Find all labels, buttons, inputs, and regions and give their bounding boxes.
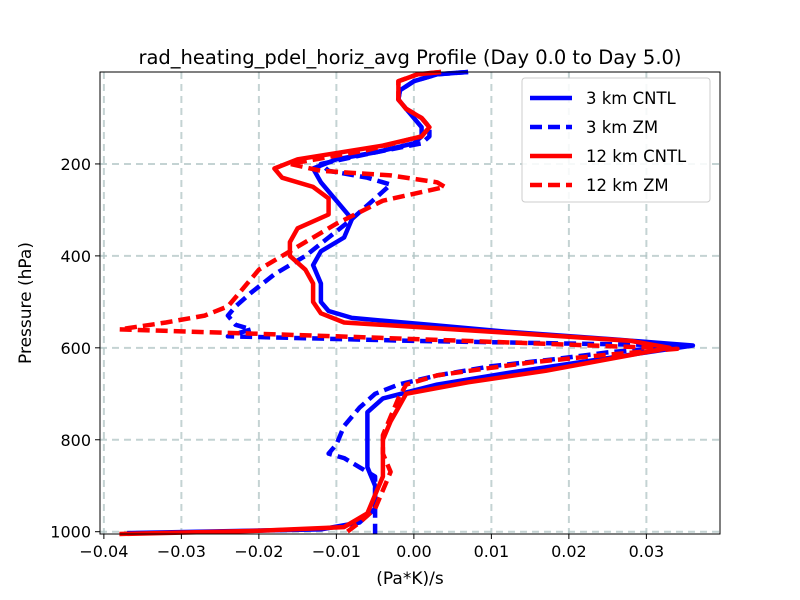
y-axis-label: Pressure (hPa) (16, 242, 36, 364)
x-tick-label: −0.02 (234, 542, 283, 561)
y-tick-label: 1000 (50, 523, 91, 542)
legend: 3 km CNTL 3 km ZM 12 km CNTL 12 km ZM (521, 77, 711, 203)
x-tick-label: 0.00 (396, 542, 432, 561)
y-tick-label: 800 (60, 431, 91, 450)
legend-label-3km-cntl: 3 km CNTL (586, 89, 677, 108)
x-tick-label: −0.03 (157, 542, 206, 561)
plot-frame (99, 71, 721, 535)
y-tick-label: 400 (60, 247, 91, 266)
series-line-3-km-zm (225, 69, 688, 534)
legend-label-12km-zm: 12 km ZM (586, 176, 669, 195)
x-axis-label: (Pa*K)/s (376, 569, 444, 589)
chart-title: rad_heating_pdel_horiz_avg Profile (Day … (138, 46, 681, 69)
x-tick-label: −0.04 (79, 542, 128, 561)
legend-label-3km-zm: 3 km ZM (586, 118, 658, 137)
legend-label-12km-cntl: 12 km CNTL (586, 147, 687, 166)
x-tick-label: −0.01 (312, 542, 361, 561)
y-tick-label: 600 (60, 339, 91, 358)
y-tick-label: 200 (60, 155, 91, 174)
x-tick-label: 0.03 (629, 542, 665, 561)
axis-ticks: −0.04 −0.03 −0.02 −0.01 0.00 0.01 0.02 0.03 200 4… (50, 155, 664, 561)
x-tick-label: 0.02 (551, 542, 587, 561)
series-lines (117, 69, 696, 537)
series-line-12-km-zm (117, 69, 680, 536)
x-tick-label: 0.01 (474, 542, 510, 561)
series-line-3-km-cntl (127, 69, 696, 536)
legend-box (521, 77, 711, 203)
